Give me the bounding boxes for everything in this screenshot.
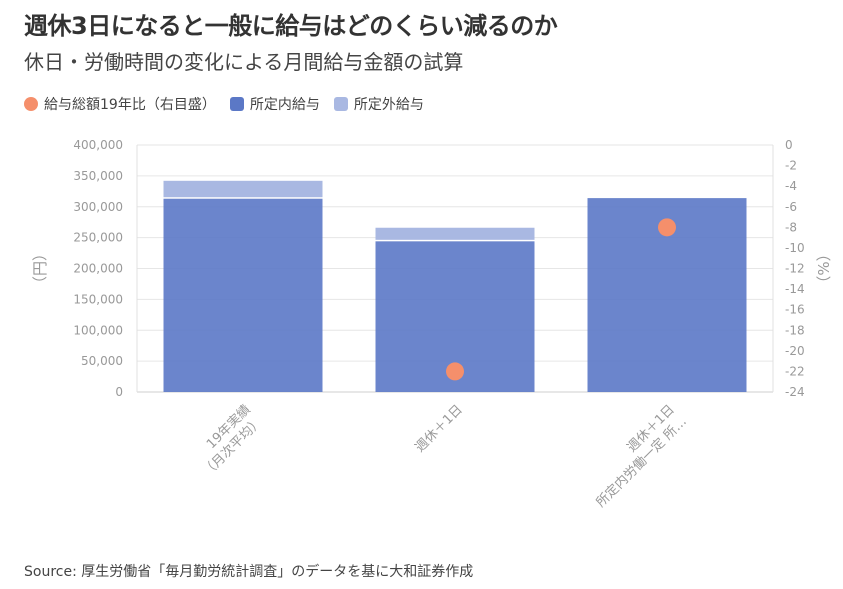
y2-tick-label: -4 [785,179,797,193]
y2-tick-label: -16 [785,303,805,317]
legend-swatch-scheduled [229,97,244,111]
y-tick-label: 100,000 [73,323,123,337]
y2-tick-label: 0 [785,138,793,152]
bar-non-scheduled [163,180,323,198]
y2-tick-label: -10 [785,241,805,255]
legend-label-total-ratio: 給与総額19年比（右目盛） [44,97,216,113]
y2-tick-label: -12 [785,262,805,276]
x-tick-label: 19年実績（月次平均） [187,402,265,480]
bar-scheduled [163,198,323,392]
x-tick-label: 週休＋1日 [413,402,466,455]
y2-tick-label: -14 [785,282,805,296]
chart-title: 週休3日になると一般に給与はどのくらい減るのか [24,12,558,40]
y-tick-label: 50,000 [81,354,123,368]
legend-item-scheduled[interactable]: 所定内給与 [229,94,320,114]
chart-subtitle: 休日・労働時間の変化による月間給与金額の試算 [24,50,464,74]
legend-swatch-non-scheduled [333,97,348,111]
legend-item-total-ratio[interactable]: 給与総額19年比（右目盛） [24,94,216,114]
y2-tick-label: -18 [785,323,805,337]
y2-axis-title: （%） [815,246,833,290]
point-total-ratio [446,362,464,381]
y2-tick-label: -22 [785,364,805,378]
y-tick-label: 400,000 [73,138,123,152]
y2-tick-label: -24 [785,385,805,399]
y2-tick-label: -20 [785,344,805,358]
bar-non-scheduled [375,227,535,240]
y2-tick-label: -2 [785,159,797,173]
source-note: Source: 厚生労働省「毎月勤労統計調査」のデータを基に大和証券作成 [24,564,474,580]
legend-item-non-scheduled[interactable]: 所定外給与 [333,94,424,114]
y-tick-label: 250,000 [73,231,123,245]
y2-tick-label: -6 [785,200,797,214]
legend-label-scheduled: 所定内給与 [249,97,320,113]
legend-swatch-total-ratio [24,97,38,111]
y-tick-label: 300,000 [73,200,123,214]
y-tick-label: 200,000 [73,262,123,276]
y-tick-label: 350,000 [73,169,123,183]
x-tick-label: 週休＋1日所定内労働一定 所… [582,402,690,510]
chart-plot: 0 50,000 100,000 150,000 200,000 250,000 300,0… [31,138,833,511]
y-tick-label: 0 [115,385,123,399]
y2-tick-label: -8 [785,220,797,234]
point-total-ratio [658,218,676,237]
y-tick-label: 150,000 [73,292,123,306]
y-axis-title: （円） [31,246,49,291]
legend: 給与総額19年比（右目盛） 所定内給与 所定外給与 [24,94,424,114]
legend-label-non-scheduled: 所定外給与 [353,97,424,113]
